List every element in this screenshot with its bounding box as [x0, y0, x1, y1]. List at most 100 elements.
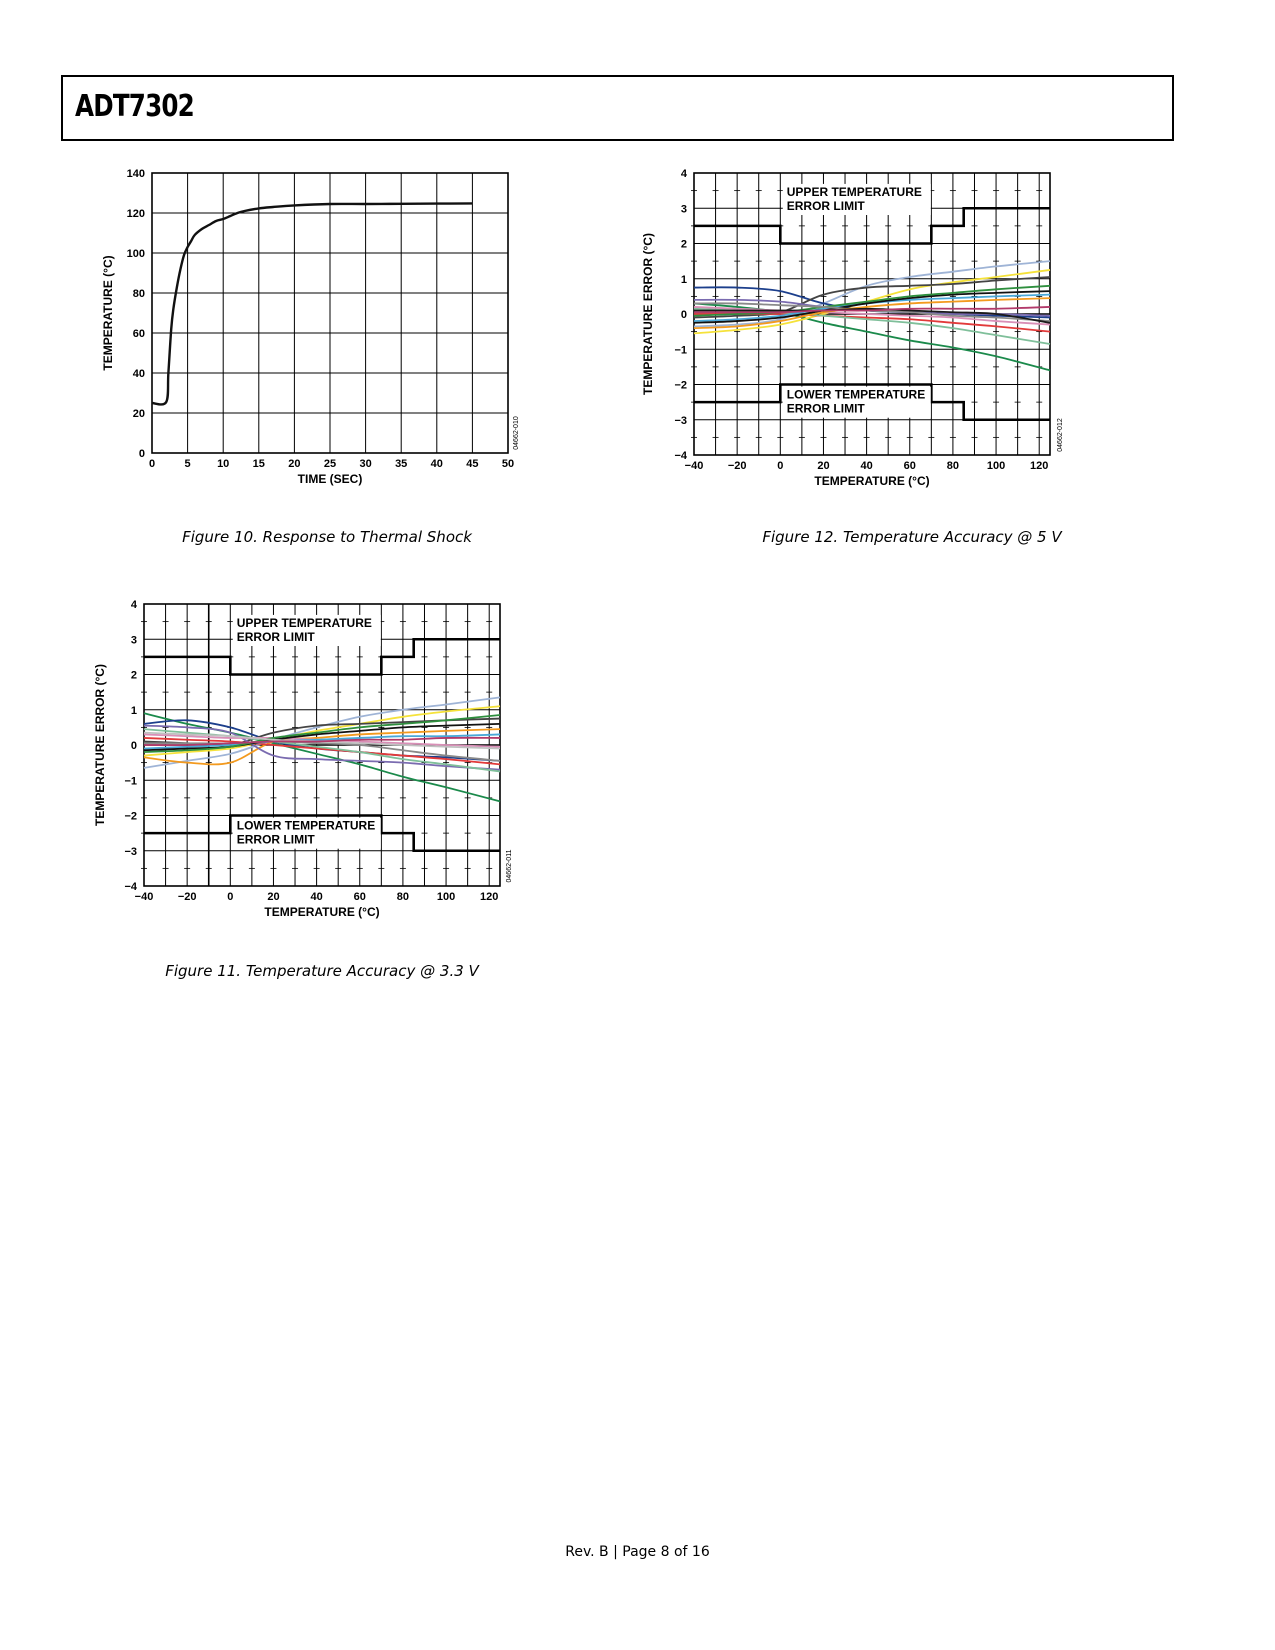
x-tick-label: −20	[178, 891, 197, 903]
x-tick-label: 50	[502, 458, 514, 470]
chart-fig10: 0 5 10 15 20 25 30 35 40 45 50 0 20 40 60 80 100 120 140 TI…	[101, 168, 520, 486]
x-tick-label: 0	[149, 458, 155, 470]
x-axis-label: TEMPERATURE (°C)	[814, 474, 929, 488]
x-tick-label: 100	[987, 460, 1005, 472]
upper-error-limit-line	[144, 637, 500, 676]
y-tick-label: 3	[681, 203, 687, 215]
x-tick-label: 80	[947, 460, 959, 472]
chart-fig11: −40 −20 0 20 40 60 80 100 120 −4 −3 −2 −1 0 1 2 3 4 TEMPER…	[93, 599, 513, 919]
y-tick-label: 2	[681, 239, 687, 251]
series-line-2	[693, 260, 1051, 328]
x-tick-label: 120	[480, 891, 498, 903]
series-line-7	[143, 737, 501, 766]
x-tick-label: 120	[1030, 460, 1048, 472]
series-line-5	[693, 276, 1051, 319]
x-tick-label: 60	[354, 891, 366, 903]
lower-limit-label-line2: ERROR LIMIT	[787, 402, 866, 416]
y-tick-label: −3	[124, 846, 137, 858]
series-line-2	[143, 696, 501, 769]
figure-code: 04662-011	[506, 849, 513, 882]
y-tick-label: 20	[133, 408, 145, 420]
y-tick-label: 140	[127, 168, 145, 180]
y-axis-label: TEMPERATURE (°C)	[101, 255, 115, 370]
y-tick-label: 60	[133, 328, 145, 340]
caption-fig12: Figure 12. Temperature Accuracy @ 5 V	[762, 528, 1062, 546]
chart-fig12: −40 −20 0 20 40 60 80 100 120 −4 −3 −2 −1 0 1 2 3 4 TEMPER…	[641, 168, 1064, 488]
x-tick-label: −20	[728, 460, 747, 472]
series-line-1	[143, 712, 501, 803]
x-tick-label: 25	[324, 458, 336, 470]
lower-error-limit-line	[694, 383, 1050, 422]
x-tick-label: 10	[217, 458, 229, 470]
upper-error-limit-line	[694, 206, 1050, 245]
header-box: ADT7302	[61, 75, 1174, 141]
y-tick-label: 4	[681, 168, 688, 180]
y-tick-label: −4	[124, 881, 137, 893]
caption-fig10: Figure 10. Response to Thermal Shock	[182, 528, 472, 546]
series-line-15	[694, 307, 1051, 324]
y-tick-label: −2	[124, 811, 137, 823]
y-tick-label: −1	[124, 775, 137, 787]
x-tick-label: 60	[904, 460, 916, 472]
y-axis-label: TEMPERATURE ERROR (°C)	[641, 233, 655, 395]
series-line-12	[693, 284, 1051, 317]
series-line-16	[694, 306, 1051, 314]
series-line-16	[143, 736, 501, 747]
x-tick-label: 0	[227, 891, 233, 903]
x-tick-label: 5	[185, 458, 191, 470]
upper-label-bg	[232, 614, 381, 647]
chart-grid	[151, 172, 509, 454]
lower-limit-label-line1: LOWER TEMPERATURE	[787, 388, 925, 402]
series-line-1	[693, 302, 1051, 372]
upper-label-bg	[782, 183, 931, 216]
caption-fig11: Figure 11. Temperature Accuracy @ 3.3 V	[165, 962, 479, 980]
y-tick-label: 0	[131, 740, 137, 752]
x-tick-label: 15	[253, 458, 265, 470]
lower-error-limit-line	[144, 814, 500, 853]
series-line-5	[143, 728, 501, 766]
upper-limit-label-line2: ERROR LIMIT	[237, 630, 316, 644]
x-tick-label: 0	[777, 460, 783, 472]
y-tick-label: 0	[681, 309, 687, 321]
series-line-8	[143, 724, 501, 771]
y-tick-label: 120	[127, 208, 145, 220]
series-line-9	[143, 728, 501, 773]
x-tick-label: 100	[437, 891, 455, 903]
series-group	[151, 202, 473, 406]
x-tick-label: −40	[685, 460, 704, 472]
lower-limit-label-line2: ERROR LIMIT	[237, 833, 316, 847]
x-tick-label: −40	[135, 891, 154, 903]
x-tick-label: 20	[817, 460, 829, 472]
x-tick-label: 40	[860, 460, 872, 472]
y-axis-label: TEMPERATURE ERROR (°C)	[93, 664, 107, 826]
series-line-14	[693, 297, 1051, 329]
y-tick-label: −2	[674, 380, 687, 392]
y-tick-label: −4	[674, 450, 687, 462]
y-tick-label: −3	[674, 415, 687, 427]
x-tick-label: 35	[395, 458, 407, 470]
x-tick-label: 80	[397, 891, 409, 903]
y-tick-label: 80	[133, 288, 145, 300]
lower-label-bg	[782, 386, 931, 418]
upper-limit-label-line1: UPPER TEMPERATURE	[237, 616, 372, 630]
figure-code: 04662-012	[1057, 418, 1064, 452]
series-line-13	[143, 714, 501, 753]
page-title: ADT7302	[75, 89, 195, 124]
page-footer: Rev. B | Page 8 of 16	[565, 1544, 710, 1560]
y-tick-label: 40	[133, 368, 145, 380]
x-tick-label: 30	[359, 458, 371, 470]
upper-limit-label-line2: ERROR LIMIT	[787, 199, 866, 213]
y-tick-label: 100	[127, 248, 145, 260]
series-line-1	[151, 202, 473, 406]
figure-code: 04662-010	[513, 416, 520, 450]
lower-label-bg	[232, 817, 381, 849]
y-tick-label: 1	[681, 274, 687, 286]
x-tick-label: 45	[466, 458, 478, 470]
y-tick-label: 2	[131, 670, 137, 682]
plot-frame	[151, 172, 509, 454]
series-line-11	[693, 290, 1051, 324]
x-axis-label: TIME (SEC)	[298, 472, 363, 486]
series-line-14	[144, 740, 501, 762]
y-tick-label: 1	[131, 705, 137, 717]
x-tick-label: 20	[267, 891, 279, 903]
